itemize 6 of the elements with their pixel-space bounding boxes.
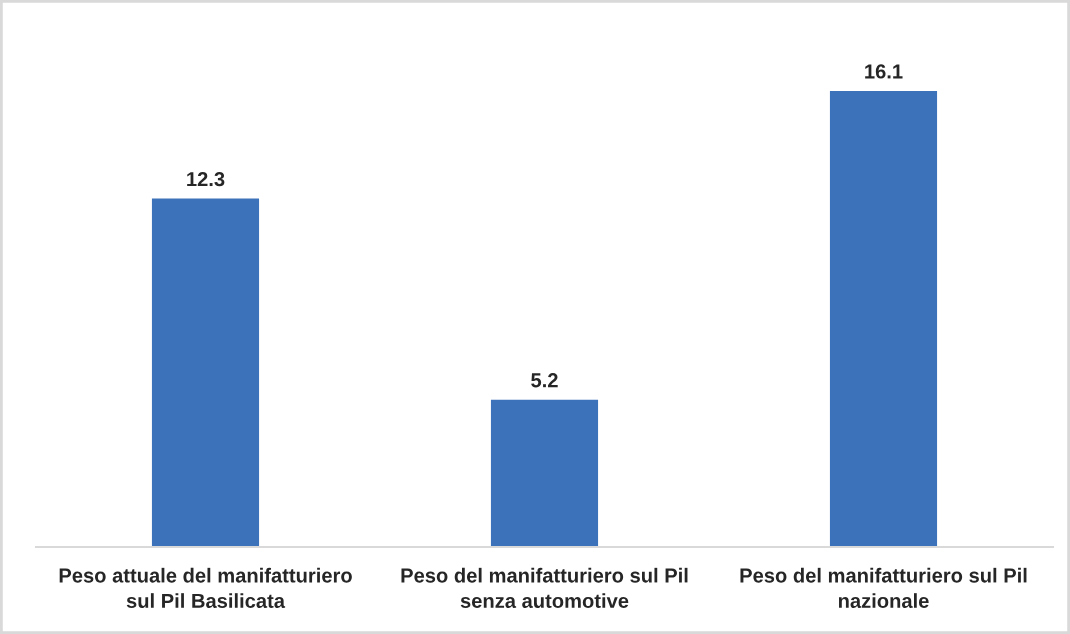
x-tick-label: Peso del manifatturiero sul Pil senza automotive xyxy=(401,567,688,608)
x-tick-label: Peso attuale del manifatturiero sul Pil Basilicata xyxy=(59,567,352,608)
data-label: 16.1 xyxy=(865,64,903,79)
x-tick-label: Peso del manifatturiero sul Pil nazionale xyxy=(740,567,1027,608)
data-label: 12.3 xyxy=(187,171,225,187)
data-label: 5.2 xyxy=(531,373,558,388)
